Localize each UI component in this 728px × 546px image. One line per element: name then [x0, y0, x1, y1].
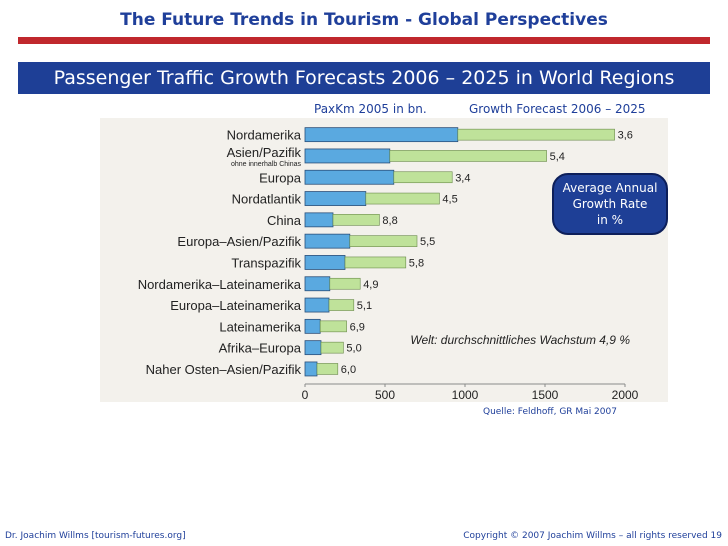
- category-label: Naher Osten–Asien/Pazifik: [146, 362, 302, 377]
- growth-rate-label: 4,5: [442, 194, 457, 206]
- growth-rate-label: 5,0: [346, 343, 361, 355]
- category-label: Nordatlantik: [232, 192, 302, 207]
- bar-paxkm-2005: [304, 148, 391, 164]
- growth-rate-label: 3,4: [455, 172, 470, 184]
- bar-growth-forecast: [316, 363, 339, 375]
- bar-growth-forecast: [457, 128, 615, 141]
- growth-rate-label: 5,5: [420, 236, 435, 248]
- bar-growth-forecast: [332, 214, 380, 226]
- category-label: Europa–Lateinamerika: [170, 298, 302, 313]
- footer-author: Dr. Joachim Willms [tourism-futures.org]: [5, 531, 186, 541]
- bar-growth-forecast: [344, 256, 407, 269]
- bar-growth-forecast: [393, 171, 453, 184]
- bar-paxkm-2005: [304, 361, 318, 377]
- bar-growth-forecast: [328, 299, 355, 311]
- bar-paxkm-2005: [304, 191, 367, 206]
- bar-growth-forecast: [320, 341, 344, 354]
- category-label: Europa–Asien/Pazifik: [177, 234, 301, 249]
- slide-title: The Future Trends in Tourism - Global Pe…: [120, 10, 608, 30]
- bar-paxkm-2005: [304, 127, 459, 143]
- bar-growth-forecast: [329, 277, 361, 290]
- category-note: ohne innerhalb Chinas: [231, 161, 302, 168]
- bar-paxkm-2005: [304, 297, 330, 313]
- x-tick-label: 1500: [532, 388, 559, 402]
- bar-paxkm-2005: [304, 276, 331, 292]
- bar-paxkm-2005: [304, 340, 322, 356]
- category-label: Asien/Pazifik: [227, 145, 302, 160]
- growth-rate-label: 5,8: [409, 257, 424, 269]
- bar-paxkm-2005: [304, 255, 346, 270]
- x-tick-label: 500: [375, 388, 395, 402]
- growth-rate-label: 4,9: [363, 279, 378, 291]
- world-average-annotation: Welt: durchschnittliches Wachstum 4,9 %: [410, 333, 630, 347]
- growth-rate-label: 6,0: [341, 364, 356, 376]
- growth-rate-callout: Average Annual Growth Rate in %: [552, 173, 668, 235]
- x-tick-label: 2000: [612, 388, 639, 402]
- growth-rate-label: 5,1: [357, 300, 372, 312]
- callout-line-1: Average Annual: [562, 181, 658, 195]
- callout-line-2: Growth Rate: [572, 197, 648, 211]
- bar-paxkm-2005: [304, 233, 351, 249]
- bar-growth-forecast: [365, 192, 440, 205]
- bar-paxkm-2005: [304, 169, 395, 185]
- column-header-paxkm: PaxKm 2005 in bn.: [314, 102, 427, 116]
- growth-rate-label: 5,4: [550, 151, 565, 163]
- bar-growth-forecast: [349, 235, 418, 247]
- growth-rate-label: 6,9: [350, 321, 365, 333]
- category-label: Afrika–Europa: [219, 341, 302, 356]
- x-tick-label: 1000: [452, 388, 479, 402]
- growth-rate-label: 8,8: [382, 215, 397, 227]
- category-label: Lateinamerika: [219, 319, 301, 334]
- category-label: Nordamerika: [227, 128, 302, 143]
- bar-paxkm-2005: [304, 212, 334, 228]
- column-header-growth: Growth Forecast 2006 – 2025: [469, 102, 646, 116]
- slide-subtitle: Passenger Traffic Growth Forecasts 2006 …: [18, 62, 710, 94]
- footer-copyright: Copyright © 2007 Joachim Willms – all ri…: [463, 531, 722, 541]
- category-label: Nordamerika–Lateinamerika: [138, 277, 302, 292]
- bar-growth-forecast: [319, 320, 347, 333]
- callout-line-3: in %: [596, 213, 624, 227]
- category-label: China: [267, 213, 302, 228]
- category-label: Europa: [259, 170, 302, 185]
- bar-growth-forecast: [389, 150, 547, 162]
- source-note: Quelle: Feldhoff, GR Mai 2007: [483, 407, 617, 417]
- category-label: Transpazifik: [231, 255, 301, 270]
- x-tick-label: 0: [302, 388, 309, 402]
- growth-rate-label: 3,6: [618, 130, 633, 142]
- title-divider: [18, 37, 710, 44]
- bar-paxkm-2005: [304, 318, 321, 334]
